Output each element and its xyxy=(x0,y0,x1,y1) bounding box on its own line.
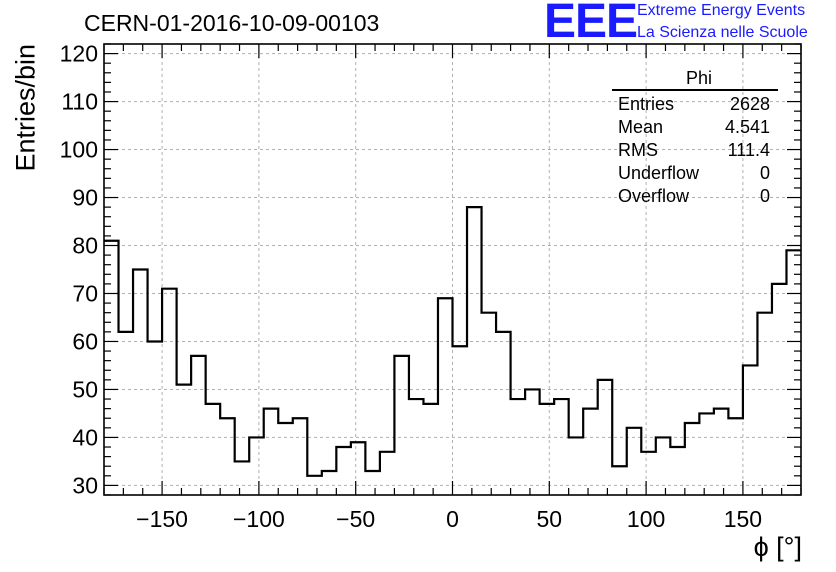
y-tick-label: 100 xyxy=(60,137,98,163)
stats-label: Underflow xyxy=(618,163,700,183)
y-tick-label: 40 xyxy=(72,424,98,450)
chart-title: CERN-01-2016-10-09-00103 xyxy=(84,10,380,36)
eee-logo: EEE xyxy=(544,0,638,48)
stats-label: RMS xyxy=(618,140,658,160)
histogram-line xyxy=(104,206,801,477)
x-tick-label: −50 xyxy=(336,506,375,532)
x-tick-label: 50 xyxy=(537,506,563,532)
y-tick-label: 30 xyxy=(72,472,98,498)
x-tick-label: −100 xyxy=(233,506,285,532)
stats-value: 4.541 xyxy=(725,117,770,137)
stats-value: 0 xyxy=(760,186,770,206)
y-tick-label: 90 xyxy=(72,185,98,211)
y-tick-label: 110 xyxy=(61,89,98,115)
stats-label: Mean xyxy=(618,117,663,137)
stats-label: Entries xyxy=(618,94,674,114)
x-tick-label: 150 xyxy=(724,506,762,532)
y-tick-label: 80 xyxy=(72,233,98,259)
stats-label: Overflow xyxy=(618,186,690,206)
y-tick-label: 60 xyxy=(72,328,98,354)
stats-value: 0 xyxy=(760,163,770,183)
stats-name: Phi xyxy=(686,68,712,88)
x-axis-label: ϕ [°] xyxy=(753,532,802,562)
y-tick-label: 70 xyxy=(72,280,98,306)
x-tick-label: 0 xyxy=(446,506,459,532)
y-axis-label: Entries/bin xyxy=(10,43,41,172)
logo-line2: La Scienza nelle Scuole xyxy=(637,24,808,41)
logo-line1: Extreme Energy Events xyxy=(637,2,806,19)
stats-value: 111.4 xyxy=(728,140,770,160)
x-tick-label: 100 xyxy=(627,506,665,532)
y-tick-label: 50 xyxy=(72,376,98,402)
stats-value: 2628 xyxy=(730,94,770,114)
y-tick-label: 120 xyxy=(60,41,98,67)
x-tick-label: −150 xyxy=(136,506,188,532)
